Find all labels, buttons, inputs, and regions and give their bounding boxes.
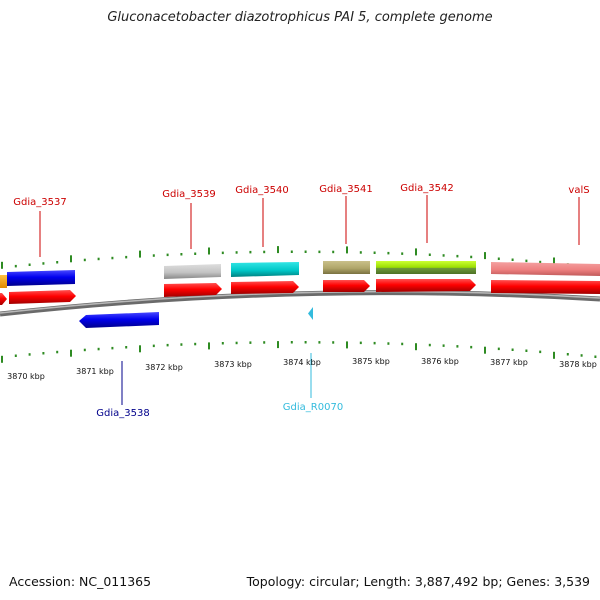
kbp-label-3871: 3871 kbp [76, 367, 114, 376]
trna-marker-gdia-r0070 [308, 307, 313, 320]
cds-arrow-gdia-3541 [323, 280, 370, 292]
gene-label-gdia-3539: Gdia_3539 [162, 189, 215, 200]
gene-label-gdia-3542: Gdia_3542 [400, 183, 453, 194]
kbp-label-3878: 3878 kbp [559, 360, 597, 369]
kbp-label-3876: 3876 kbp [421, 357, 459, 366]
genome-summary-text: Topology: circular; Length: 3,887,492 bp… [246, 574, 590, 589]
feature-bar-gdia-3541 [323, 261, 370, 274]
kbp-scale: 3870 kbp 3871 kbp 3872 kbp 3873 kbp 3874… [7, 357, 597, 381]
feature-bar-gdia-3539 [164, 264, 221, 279]
kbp-label-3873: 3873 kbp [214, 360, 252, 369]
gene-label-vals: valS [568, 185, 589, 196]
cds-arrow-gdia-3538 [79, 312, 159, 328]
genome-backbone [0, 290, 600, 317]
feature-bar-gdia-3542 [376, 261, 476, 274]
genome-title: Gluconacetobacter diazotrophicus PAI 5, … [107, 10, 493, 25]
gene-label-gdia-3537: Gdia_3537 [13, 197, 66, 208]
gene-label-gdia-r0070: Gdia_R0070 [283, 402, 343, 413]
gene-label-gdia-3540: Gdia_3540 [235, 185, 288, 196]
kbp-label-3872: 3872 kbp [145, 363, 183, 372]
gene-label-gdia-3541: Gdia_3541 [319, 184, 372, 195]
cog-feature-track [0, 261, 600, 288]
gene-label-gdia-3538: Gdia_3538 [96, 408, 149, 419]
forward-strand-track [0, 279, 600, 305]
genome-backbone-highlight [0, 290, 600, 314]
kbp-label-3877: 3877 kbp [490, 358, 528, 367]
cds-arrow-gdia-3542 [376, 279, 476, 292]
cds-arrow-gdia-3539 [164, 283, 222, 297]
kbp-label-3874: 3874 kbp [283, 358, 321, 367]
cds-arrow-gdia-3540 [231, 281, 299, 294]
accession-text: Accession: NC_011365 [9, 574, 152, 589]
kbp-label-3870: 3870 kbp [7, 372, 45, 381]
label-leader-lines [39, 195, 580, 405]
feature-bar-orange [0, 275, 7, 288]
upper-tick-row [1, 246, 597, 269]
feature-bar-vals [491, 262, 600, 276]
cds-arrow-gdia-3537 [9, 290, 76, 304]
feature-bar-gdia-3540 [231, 262, 299, 277]
reverse-strand-track [79, 307, 313, 328]
cds-arrow-vals [491, 280, 600, 294]
feature-bar-gdia-3537 [7, 270, 75, 286]
kbp-label-3875: 3875 kbp [352, 357, 390, 366]
lower-tick-row [1, 341, 597, 363]
cds-arrow-left-edge [0, 293, 7, 305]
